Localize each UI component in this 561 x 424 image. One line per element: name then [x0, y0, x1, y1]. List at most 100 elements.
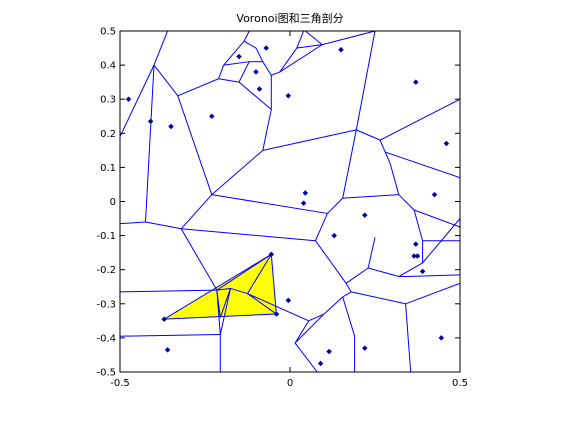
data-point [273, 311, 280, 317]
voronoi-edge [385, 151, 460, 179]
y-tick-label: 0.2 [100, 129, 116, 140]
voronoi-edge [279, 47, 298, 73]
voronoi-edge [413, 209, 424, 241]
voronoi-edge [262, 129, 357, 151]
data-point [443, 140, 450, 147]
y-tick-label: -0.2 [96, 265, 116, 276]
voronoi-edge [120, 64, 155, 137]
x-tick-label: 0 [287, 378, 293, 389]
data-point [302, 190, 309, 196]
voronoi-edge [216, 253, 272, 291]
voronoi-edge [120, 221, 146, 225]
voronoi-edge [262, 109, 272, 151]
voronoi-edge [120, 289, 217, 293]
data-point [412, 241, 419, 247]
data-point [236, 53, 242, 60]
voronoi-edge [356, 129, 381, 141]
voronoi-edge [211, 194, 328, 214]
y-tick-label: 0.3 [100, 95, 116, 106]
voronoi-edge [351, 291, 406, 305]
voronoi-edge [323, 296, 344, 315]
voronoi-edge [177, 95, 213, 195]
y-tick-label: 0 [110, 197, 116, 208]
data-point [285, 297, 292, 304]
voronoi-edge [296, 31, 305, 49]
data-point [331, 232, 338, 239]
voronoi-edge [230, 287, 248, 295]
data-point [361, 212, 368, 218]
voronoi-edge [345, 283, 352, 293]
voronoi-edge [342, 296, 356, 337]
voronoi-edge [247, 254, 272, 294]
data-point [168, 123, 174, 130]
voronoi-edge [342, 291, 352, 298]
x-tick-label: -0.5 [110, 378, 130, 389]
voronoi-edge [219, 288, 231, 335]
voronoi-edge [247, 293, 277, 315]
voronoi-edge [304, 31, 323, 46]
voronoi-edge [216, 290, 221, 318]
voronoi-edge [367, 237, 376, 269]
voronoi-edge [327, 197, 344, 214]
voronoi-edge [262, 61, 272, 76]
data-point [438, 335, 445, 341]
voronoi-edge [315, 240, 347, 284]
y-tick-label: 0.1 [100, 163, 116, 174]
voronoi-edge [255, 47, 264, 62]
voronoi-edge [398, 262, 423, 277]
data-point [268, 251, 275, 258]
x-tick-label: 0.5 [452, 378, 468, 389]
data-point [317, 360, 324, 367]
voronoi-edge [368, 267, 399, 278]
data-point [161, 316, 168, 322]
voronoi-edge [145, 221, 182, 230]
data-point [412, 79, 419, 86]
voronoi-edge [407, 274, 460, 278]
voronoi-edge [218, 78, 240, 83]
voronoi-edge [315, 213, 328, 241]
voronoi-edge [219, 288, 231, 318]
voronoi-edge [180, 228, 218, 291]
voronoi-edge [294, 342, 318, 372]
voronoi-edge [294, 313, 325, 344]
data-point [256, 86, 263, 92]
voronoi-edge [398, 194, 415, 211]
voronoi-edge [271, 71, 280, 76]
voronoi-edge [181, 228, 316, 242]
data-point [326, 348, 332, 355]
data-point [285, 92, 292, 99]
voronoi-edge [243, 31, 250, 42]
voronoi-edge [153, 64, 179, 97]
voronoi-edge [177, 78, 219, 97]
data-point [414, 253, 421, 259]
voronoi-edge [238, 81, 272, 110]
plot-area [120, 31, 460, 372]
y-tick-label: -0.1 [96, 231, 116, 242]
voronoi-edge [120, 333, 221, 337]
voronoi-edge [422, 218, 460, 264]
voronoi-edge [322, 31, 376, 46]
y-tick-label: 0.4 [100, 61, 116, 72]
data-point [263, 45, 270, 51]
chart-title: Voronoi图和三角剖分 [236, 11, 343, 25]
voronoi-edge [218, 64, 225, 79]
voronoi-edge [413, 209, 460, 228]
voronoi-edge [153, 31, 169, 66]
voronoi-edge [405, 282, 460, 305]
voronoi-edge [243, 40, 257, 49]
voronoi-edge [180, 194, 213, 230]
data-point [431, 191, 438, 198]
voronoi-edge [345, 267, 369, 284]
data-point [147, 118, 154, 125]
y-tick-label: 0.5 [100, 27, 116, 38]
data-point [164, 346, 171, 353]
voronoi-edge [294, 320, 310, 344]
voronoi-edge [379, 98, 460, 141]
data-point [361, 345, 368, 351]
y-tick-label: -0.5 [96, 368, 116, 379]
voronoi-edge [216, 287, 231, 291]
voronoi-edge [355, 31, 376, 130]
data-point [338, 46, 344, 53]
voronoi-edge [223, 40, 245, 66]
